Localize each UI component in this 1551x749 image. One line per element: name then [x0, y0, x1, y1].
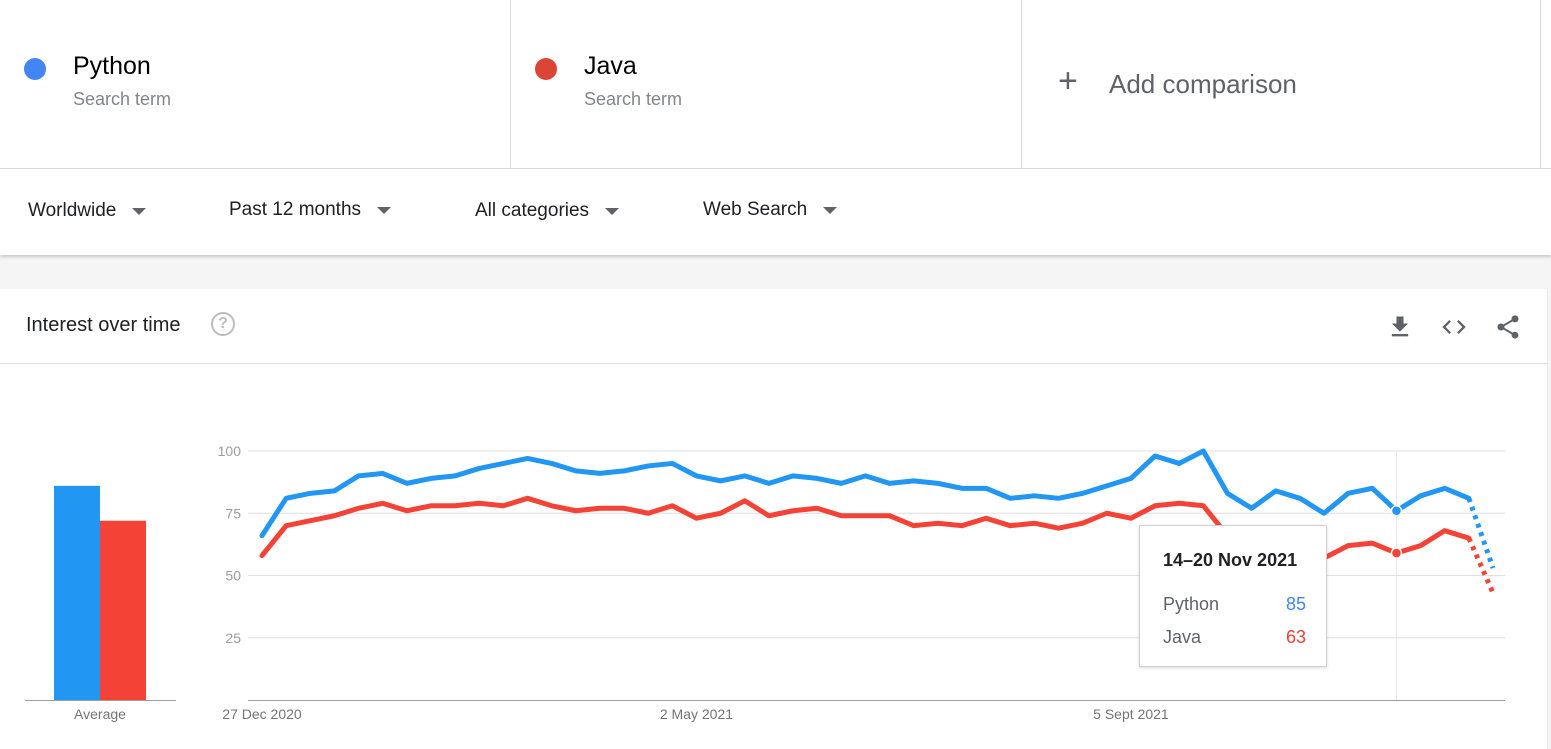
plus-icon[interactable]: +: [1058, 62, 1078, 100]
card-header: Interest over time ?: [0, 289, 1547, 364]
period-label: Past 12 months: [229, 199, 362, 220]
tooltip-series-name: Python: [1163, 594, 1220, 614]
average-bar-python: [54, 485, 100, 700]
chevron-down-icon: [823, 206, 838, 214]
chevron-down-icon: [132, 207, 147, 215]
tooltip-series-value: 85: [1285, 594, 1306, 614]
download-icon[interactable]: [1386, 313, 1414, 341]
java-color-dot: [535, 58, 557, 80]
add-comparison-label[interactable]: Add comparison: [1109, 69, 1297, 99]
chart-tooltip: 14–20 Nov 2021 Python 85 Java 63: [1139, 525, 1327, 667]
help-icon[interactable]: ?: [211, 312, 235, 336]
term-subtitle: Search term: [73, 89, 172, 109]
average-label: Average: [74, 706, 126, 722]
category-dropdown[interactable]: All categories: [475, 200, 620, 222]
search-terms-bar: Python Search term Java Search term + Ad…: [0, 0, 1551, 169]
x-tick-label: 5 Sept 2021: [1093, 706, 1169, 722]
term-python[interactable]: Python Search term: [0, 0, 511, 168]
y-tick-label: 75: [225, 505, 241, 521]
hover-point-java: [1390, 547, 1403, 559]
region-dropdown[interactable]: Worldwide: [28, 200, 147, 222]
filters-bar: Worldwide Past 12 months All categories …: [0, 169, 1551, 255]
add-comparison-button[interactable]: + Add comparison: [1022, 0, 1541, 168]
average-bar-java: [100, 520, 146, 700]
interest-over-time-card: Interest over time ?: [0, 289, 1547, 749]
search-type-label: Web Search: [703, 199, 808, 220]
series-partial-python: [1466, 497, 1496, 569]
tooltip-row-java: Java 63: [1163, 627, 1306, 648]
x-tick-label: 27 Dec 2020: [222, 706, 302, 722]
series-line-python[interactable]: [259, 448, 1472, 539]
category-label: All categories: [475, 200, 590, 221]
search-type-dropdown[interactable]: Web Search: [703, 199, 838, 221]
card-title: Interest over time: [26, 314, 181, 336]
embed-code-icon[interactable]: [1440, 313, 1468, 341]
hover-point-python: [1390, 505, 1403, 517]
tooltip-series-name: Java: [1163, 627, 1202, 647]
term-subtitle: Search term: [584, 89, 683, 109]
x-tick-label: 2 May 2021: [660, 706, 733, 722]
chevron-down-icon: [605, 207, 620, 215]
tooltip-date: 14–20 Nov 2021: [1163, 550, 1298, 570]
y-tick-label: 25: [225, 630, 241, 646]
series-partial-java: [1466, 537, 1496, 594]
y-tick-label: 100: [218, 443, 242, 459]
period-dropdown[interactable]: Past 12 months: [229, 199, 392, 221]
tooltip-row-python: Python 85: [1163, 594, 1306, 615]
tooltip-series-value: 63: [1285, 627, 1306, 647]
average-bar-chart: Average: [25, 485, 176, 722]
chevron-down-icon: [377, 206, 392, 214]
term-name[interactable]: Python: [73, 52, 151, 80]
y-tick-label: 50: [225, 568, 241, 584]
region-label: Worldwide: [28, 200, 117, 221]
python-color-dot: [24, 58, 46, 80]
term-java[interactable]: Java Search term: [511, 0, 1022, 168]
line-chart[interactable]: 25 50 75 100 27 Dec 2020 2 May 2021 5 Sept 202…: [218, 443, 1505, 722]
term-name[interactable]: Java: [584, 52, 637, 80]
share-icon[interactable]: [1494, 313, 1522, 341]
